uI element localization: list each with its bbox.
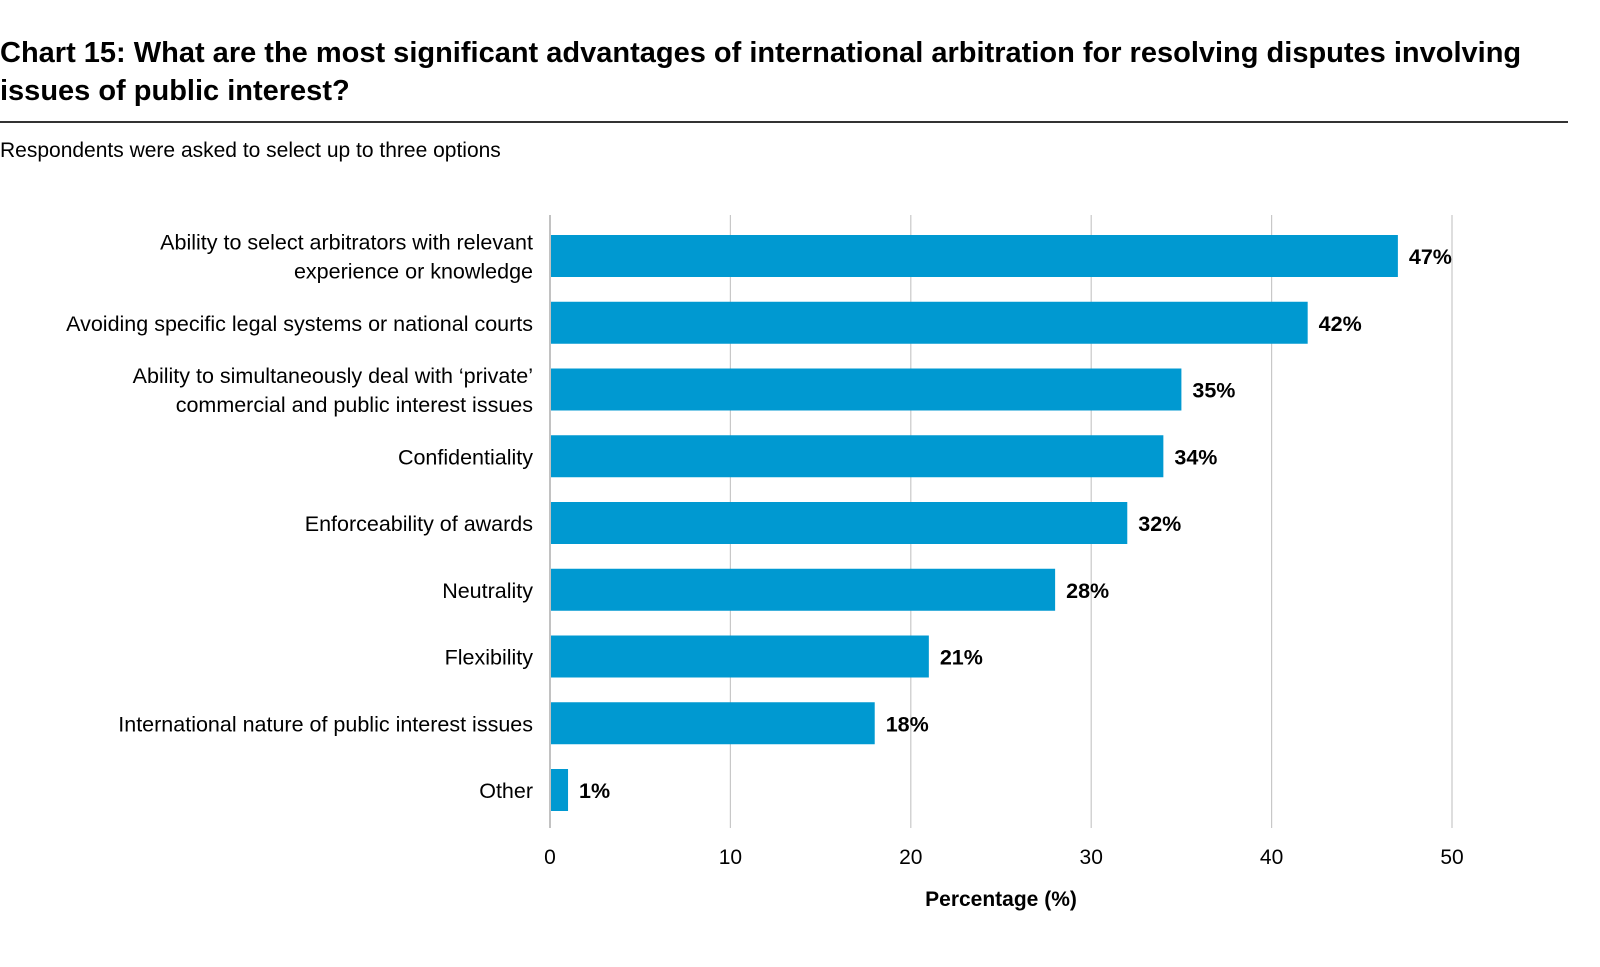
bar	[551, 702, 875, 745]
data-label: 18%	[886, 712, 929, 736]
x-tick-label: 40	[1260, 846, 1283, 869]
category-label: Ability to simultaneously deal with ‘pri…	[133, 364, 533, 388]
chart-title: Chart 15: What are the most significant …	[0, 37, 1522, 107]
category-label: Ability to select arbitrators with relev…	[160, 231, 533, 255]
category-label: Neutrality	[442, 579, 533, 603]
category-label: Confidentiality	[398, 445, 533, 469]
bar	[551, 769, 569, 811]
chart-subtitle: Respondents were asked to select up to t…	[0, 139, 501, 162]
category-label: Avoiding specific legal systems or natio…	[66, 312, 533, 336]
data-label: 34%	[1174, 445, 1217, 469]
bar	[551, 435, 1164, 478]
data-label: 32%	[1138, 512, 1181, 536]
data-label: 47%	[1409, 245, 1452, 269]
data-label: 28%	[1066, 579, 1109, 603]
bar	[551, 568, 1056, 611]
x-tick-label: 30	[1080, 846, 1103, 869]
data-label: 42%	[1319, 312, 1362, 336]
category-label: International nature of public interest …	[118, 712, 533, 736]
bar	[551, 502, 1128, 544]
category-label: Enforceability of awards	[305, 512, 533, 536]
x-tick-label: 50	[1440, 846, 1463, 869]
category-label: Other	[479, 779, 533, 803]
category-label: commercial and public interest issues	[176, 393, 533, 417]
data-label: 21%	[940, 646, 983, 670]
bar	[551, 235, 1398, 277]
data-label: 35%	[1192, 379, 1235, 403]
bar	[551, 301, 1308, 344]
x-axis-title: Percentage (%)	[925, 888, 1077, 911]
x-tick-label: 10	[719, 846, 742, 869]
category-label: experience or knowledge	[294, 260, 533, 284]
category-label: Flexibility	[445, 646, 534, 670]
data-label: 1%	[579, 779, 610, 803]
bar	[551, 368, 1182, 411]
x-tick-label: 20	[899, 846, 922, 869]
title-divider	[0, 121, 1568, 123]
x-tick-label: 0	[544, 846, 556, 869]
bar	[551, 635, 929, 678]
